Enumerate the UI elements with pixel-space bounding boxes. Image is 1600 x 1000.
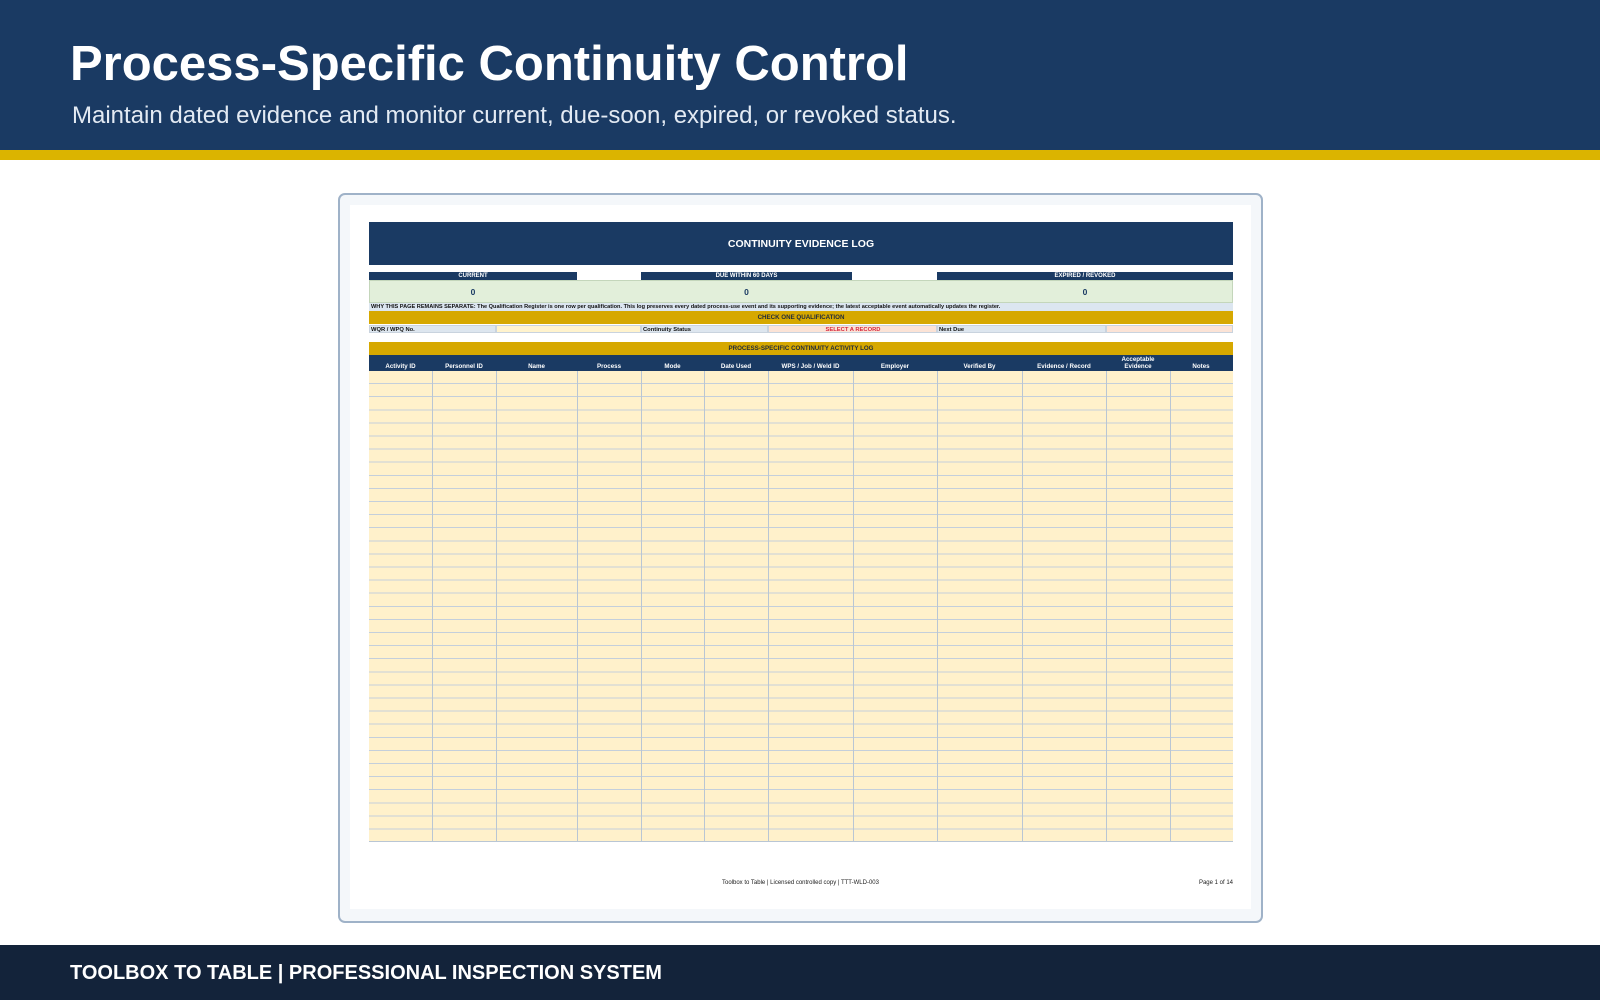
activity-log-heading: PROCESS-SPECIFIC CONTINUITY ACTIVITY LOG: [369, 342, 1233, 355]
spreadsheet-page: CONTINUITY EVIDENCE LOG CURRENT DUE WITH…: [350, 205, 1251, 909]
column-divider: [496, 371, 497, 842]
activity-log-column-headers: Activity ID Personnel ID Name Process Mo…: [369, 355, 1233, 371]
column-divider: [937, 371, 938, 842]
next-due-label: Next Due: [937, 325, 1106, 333]
column-header: Verified By: [963, 363, 996, 370]
page-subtitle: Maintain dated evidence and monitor curr…: [72, 102, 957, 129]
column-divider: [768, 371, 769, 842]
column-header: Acceptable Evidence: [1121, 356, 1155, 370]
sheet-page-number: Page 1 of 14: [1198, 880, 1233, 886]
column-header: Date Used: [720, 363, 752, 370]
page-footer: TOOLBOX TO TABLE | PROFESSIONAL INSPECTI…: [0, 945, 1600, 1000]
footer-brand: TOOLBOX TO TABLE | PROFESSIONAL INSPECTI…: [70, 962, 662, 984]
column-divider: [1170, 371, 1171, 842]
column-header: Notes: [1192, 363, 1210, 370]
column-header: Evidence / Record: [1037, 363, 1091, 370]
activity-log-entry-grid[interactable]: [369, 371, 1233, 842]
page-header: Process-Specific Continuity Control Main…: [0, 0, 1600, 150]
kpi-due-label: DUE WITHIN 60 DAYS: [641, 272, 852, 280]
column-header: Mode: [664, 363, 681, 370]
qualification-lookup-row: WQR / WPQ No. Continuity Status SELECT A…: [369, 325, 1233, 333]
kpi-value-row: [369, 280, 1233, 303]
column-divider: [432, 371, 433, 842]
column-header: Name: [528, 363, 545, 370]
column-header: Activity ID: [385, 363, 416, 370]
column-divider: [1022, 371, 1023, 842]
column-divider: [853, 371, 854, 842]
column-header: Employer: [880, 363, 910, 370]
column-header: WPS / Job / Weld ID: [781, 363, 840, 370]
sheet-banner: CONTINUITY EVIDENCE LOG: [369, 222, 1233, 265]
column-divider: [641, 371, 642, 842]
why-separate-note: WHY THIS PAGE REMAINS SEPARATE: The Qual…: [369, 303, 1233, 311]
sheet-footer-license: Toolbox to Table | Licensed controlled c…: [722, 880, 879, 886]
kpi-expired-value: 0: [1082, 287, 1088, 297]
column-header: Process: [596, 363, 622, 370]
next-due-value: [1106, 325, 1233, 333]
continuity-status-label: Continuity Status: [641, 325, 768, 333]
accent-bar: [0, 150, 1600, 160]
kpi-current-label: CURRENT: [369, 272, 577, 280]
column-divider: [1106, 371, 1107, 842]
continuity-status-value: SELECT A RECORD: [768, 325, 937, 333]
page-title: Process-Specific Continuity Control: [70, 37, 909, 91]
check-qualification-heading: CHECK ONE QUALIFICATION: [369, 311, 1233, 324]
wqr-label: WQR / WPQ No.: [369, 325, 496, 333]
kpi-due-value: 0: [744, 287, 749, 297]
wqr-input[interactable]: [496, 325, 641, 333]
column-divider: [577, 371, 578, 842]
kpi-expired-label: EXPIRED / REVOKED: [937, 272, 1233, 280]
column-divider: [704, 371, 705, 842]
column-header: Personnel ID: [445, 363, 483, 370]
kpi-current-value: 0: [470, 287, 476, 297]
sheet-preview-frame: CONTINUITY EVIDENCE LOG CURRENT DUE WITH…: [338, 193, 1263, 923]
